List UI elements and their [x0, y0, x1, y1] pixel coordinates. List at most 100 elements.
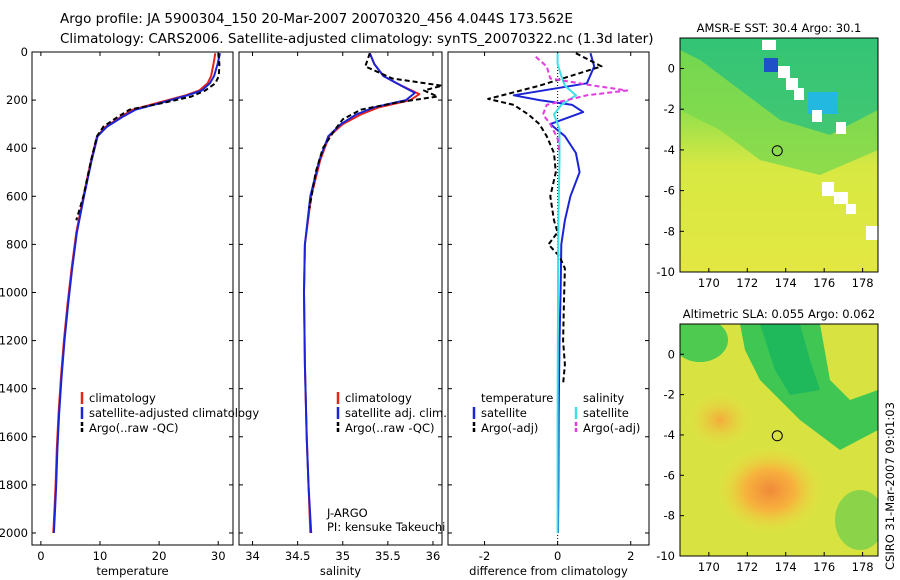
- sla-high-blob: [835, 490, 878, 550]
- difference-legend-label: Argo(-adj): [583, 421, 640, 435]
- sst-cloud-patch: [822, 182, 834, 196]
- salinity-annotation-program: J-ARGO: [326, 506, 368, 520]
- sla-low-blob: [715, 445, 825, 535]
- sst-cloud-patch: [866, 226, 878, 240]
- depth-tick-label: 1400: [0, 382, 28, 396]
- sst_map-y-tick-label: -2: [664, 102, 675, 116]
- difference-series-salinity-argo-adj-: [535, 56, 629, 154]
- depth-tick-label: 1800: [0, 478, 28, 492]
- difference-x-tick-label: 0: [554, 549, 561, 563]
- sst-cloud-patch: [764, 58, 778, 72]
- salinity-panel: 34 34.5 35 35.5 36 salinity climatologysatelli…: [238, 51, 447, 578]
- salinity-x-tick-label: 34: [245, 549, 260, 563]
- timestamp-side-label: CSIRO 31-Mar-2007 09:01:03: [883, 402, 897, 570]
- temperature-legend-label: satellite-adjusted climatology: [89, 406, 259, 420]
- depth-tick-label: 800: [6, 237, 28, 251]
- salinity-annotation-pi: PI: kensuke Takeuchi: [327, 520, 445, 534]
- sst-map-frame: [679, 37, 879, 273]
- sla-map-frame: [679, 323, 879, 557]
- sla_map-x-tick-label: 170: [698, 560, 720, 574]
- sst-green-band: [680, 50, 878, 175]
- temperature-x-axis-label: temperature: [96, 564, 168, 578]
- sst_map-x-tick-label: 172: [736, 276, 758, 290]
- sla-map-title: Altimetric SLA: 0.055 Argo: 0.062: [683, 307, 875, 321]
- sla_map-x-tick-label: 178: [852, 560, 874, 574]
- difference-series-temperature-argo-adj-: [487, 52, 603, 384]
- depth-tick-label: 1200: [0, 334, 28, 348]
- difference-x-tick-label: 2: [627, 549, 634, 563]
- sla-high-band: [760, 324, 820, 395]
- depth-tick-label: 1000: [0, 285, 28, 299]
- temperature-legend-label: climatology: [89, 391, 156, 405]
- difference-legend-label: Argo(-adj): [481, 421, 538, 435]
- sla-argo-location-marker: [771, 430, 783, 442]
- sst_map-x-tick-label: 176: [813, 276, 835, 290]
- sst-cloud-patch: [836, 122, 846, 134]
- salinity-x-tick-label: 35.5: [375, 549, 401, 563]
- difference-plot-area: [447, 51, 650, 546]
- sst-map: AMSR-E SST: 30.4 Argo: 30.1 170 172 174 176…: [656, 21, 879, 290]
- sst-cold-patch: [808, 92, 838, 114]
- sst_map-y-tick-label: -8: [664, 224, 675, 238]
- sst-cloud-patch: [778, 66, 790, 78]
- difference-legend-title-temperature: temperature: [481, 391, 553, 405]
- sla_map-y-tick-label: -2: [664, 388, 675, 402]
- temperature-series-satellite-adjusted-climatology: [52, 52, 221, 534]
- salinity-series-climatology: [303, 52, 421, 534]
- sla_map-y-tick-label: -10: [656, 549, 675, 563]
- salinity-legend-label: Argo(..raw -QC): [345, 421, 435, 435]
- sla_map-y-tick-label: -4: [664, 428, 675, 442]
- sst-cloud-patch: [762, 40, 776, 50]
- sla_map-x-tick-label: 174: [775, 560, 797, 574]
- temperature-x-tick-label: 20: [152, 549, 167, 563]
- sla_map-x-tick-label: 172: [736, 560, 758, 574]
- temperature-x-tick-label: 30: [211, 549, 226, 563]
- depth-tick-label: 2000: [0, 526, 28, 540]
- sst_map-y-tick-label: -6: [664, 184, 675, 198]
- salinity-x-axis-label: salinity: [320, 564, 361, 578]
- sst-cloud-patch: [786, 78, 798, 90]
- sst_map-y-tick-label: -10: [656, 265, 675, 279]
- salinity-x-tick-label: 34.5: [285, 549, 311, 563]
- temperature-panel: 0 10 20 30 temperature 0 200 400 600 800 1000 1200 1…: [0, 45, 259, 578]
- salinity-x-tick-label: 35: [335, 549, 350, 563]
- difference-legend-title-salinity: salinity: [583, 391, 624, 405]
- difference-series-salinity-satellite: [553, 53, 577, 533]
- sst-cloud-patch: [846, 204, 856, 214]
- sst-cloud-patch: [812, 110, 822, 122]
- difference-legend-label: satellite: [481, 406, 527, 420]
- sst-cloud-patch: [794, 88, 804, 100]
- sla-high-blob: [680, 324, 728, 362]
- sst_map-y-tick-label: 0: [668, 62, 675, 76]
- temperature-plot-area: [31, 51, 234, 546]
- salinity-legend-label: climatology: [345, 391, 412, 405]
- sla-low-blob: [685, 390, 755, 450]
- temperature-x-tick-label: 10: [93, 549, 108, 563]
- depth-tick-label: 600: [6, 189, 28, 203]
- sla-map: Altimetric SLA: 0.055 Argo: 0.062 170 172…: [656, 307, 879, 574]
- difference-series-temperature-satellite: [512, 52, 596, 534]
- sst-map-title: AMSR-E SST: 30.4 Argo: 30.1: [697, 21, 862, 35]
- sla_map-y-tick-label: -6: [664, 468, 675, 482]
- sst_map-y-tick-label: -4: [664, 143, 675, 157]
- depth-tick-label: 400: [6, 141, 28, 155]
- sla_map-y-tick-label: -8: [664, 509, 675, 523]
- sst_map-x-tick-label: 174: [775, 276, 797, 290]
- difference-x-tick-label: -2: [479, 549, 490, 563]
- depth-tick-label: 1600: [0, 430, 28, 444]
- difference-legend-label: satellite: [583, 406, 629, 420]
- figure-title-line2: Climatology: CARS2006. Satellite-adjuste…: [60, 31, 653, 47]
- temperature-series-argo-raw-qc-: [75, 53, 221, 221]
- temperature-series-climatology: [52, 53, 217, 534]
- salinity-series-argo-raw-qc-: [308, 52, 443, 209]
- difference-x-axis-label: difference from climatology: [469, 564, 628, 578]
- temperature-x-tick-label: 0: [37, 549, 44, 563]
- depth-tick-label: 0: [21, 45, 28, 59]
- sst_map-x-tick-label: 178: [852, 276, 874, 290]
- figure-title-line1: Argo profile: JA 5900304_150 20-Mar-2007…: [60, 11, 573, 27]
- sst-cloud-patch: [834, 192, 848, 204]
- salinity-legend-label: satellite adj. clim.: [345, 406, 447, 420]
- sla_map-y-tick-label: 0: [668, 347, 675, 361]
